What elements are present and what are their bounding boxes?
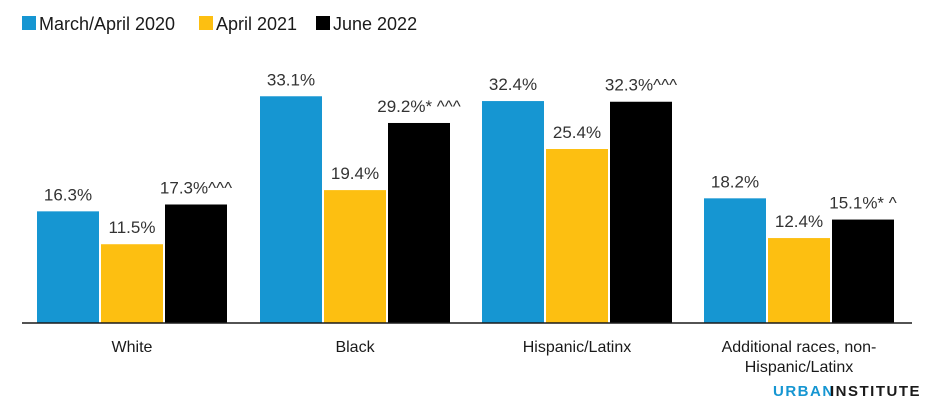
bar-3-1 bbox=[482, 101, 544, 323]
legend-swatch-1 bbox=[22, 16, 36, 30]
legend-label-3: June 2022 bbox=[333, 14, 417, 34]
bar-4-1 bbox=[704, 198, 766, 323]
bar-2-2 bbox=[324, 190, 386, 323]
bar-4-3 bbox=[832, 219, 894, 323]
data-label-1-2: 11.5% bbox=[109, 218, 156, 237]
legend-swatch-2 bbox=[199, 16, 213, 30]
legend-label-2: April 2021 bbox=[216, 14, 297, 34]
bar-1-1 bbox=[37, 211, 99, 323]
data-label-1-1: 16.3% bbox=[44, 185, 92, 204]
brand-urban: URBAN bbox=[773, 383, 835, 400]
category-label-2: Black bbox=[335, 339, 375, 356]
data-label-3-1: 32.4% bbox=[489, 75, 537, 94]
data-label-3-2: 25.4% bbox=[553, 123, 601, 142]
legend-swatch-3 bbox=[316, 16, 330, 30]
bar-2-1 bbox=[260, 96, 322, 323]
data-label-4-2: 12.4% bbox=[775, 212, 823, 231]
data-label-2-1: 33.1% bbox=[267, 70, 315, 89]
data-label-4-3: 15.1%* ^ bbox=[829, 194, 897, 213]
data-labels: 16.3% 11.5% 17.3%^^^ 33.1% 19.4% 29.2%* ^^^ 32… bbox=[44, 70, 897, 237]
bar-2-3 bbox=[388, 122, 450, 323]
bars bbox=[37, 96, 894, 324]
category-label-1: White bbox=[112, 339, 153, 356]
legend-label-1: March/April 2020 bbox=[39, 14, 175, 34]
bar-3-3 bbox=[610, 101, 672, 324]
bar-1-2 bbox=[101, 244, 163, 323]
data-label-2-3: 29.2%* ^^^ bbox=[377, 97, 460, 116]
bar-3-2 bbox=[546, 149, 608, 323]
data-label-2-2: 19.4% bbox=[331, 164, 379, 183]
data-label-4-1: 18.2% bbox=[711, 172, 759, 191]
brand-institute: INSTITUTE bbox=[830, 383, 921, 400]
bar-4-2 bbox=[768, 238, 830, 323]
data-label-3-3: 32.3%^^^ bbox=[605, 76, 677, 95]
bar-1-3 bbox=[165, 204, 227, 323]
category-labels: White Black Hispanic/Latinx Additional race… bbox=[112, 339, 877, 376]
category-label-3: Hispanic/Latinx bbox=[523, 339, 632, 356]
urban-institute-logo: URBAN INSTITUTE bbox=[773, 383, 921, 400]
data-label-1-3: 17.3%^^^ bbox=[160, 178, 232, 197]
legend: March/April 2020 April 2021 June 2022 bbox=[22, 14, 417, 34]
category-label-4: Additional races, non-Hispanic/Latinx bbox=[722, 339, 877, 376]
